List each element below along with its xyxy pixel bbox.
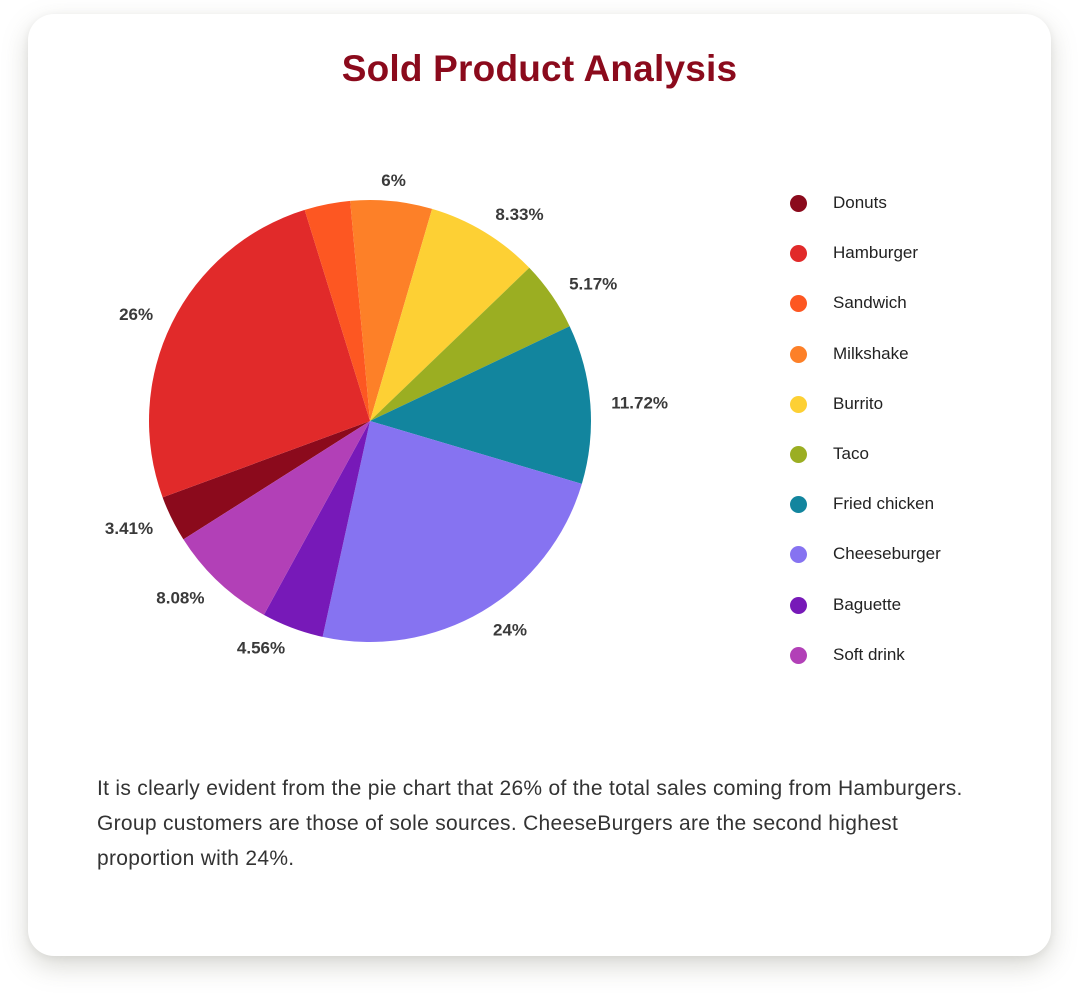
chart-legend: Donuts Hamburger Sandwich Milkshake Burrito T… xyxy=(790,192,941,694)
pie-slice-burrito[interactable] xyxy=(370,208,530,421)
legend-item-cheeseburger[interactable]: Cheeseburger xyxy=(790,543,941,593)
pie-slice-donuts[interactable] xyxy=(162,421,370,540)
pie-slice-fried-chicken[interactable] xyxy=(370,326,592,484)
legend-label: Cheeseburger xyxy=(833,544,941,564)
legend-item-hamburger[interactable]: Hamburger xyxy=(790,242,941,292)
pie-slice-baguette[interactable] xyxy=(263,421,370,637)
slice-label-soft-drink: 8.08% xyxy=(156,589,204,608)
legend-swatch xyxy=(790,496,807,514)
pie-chart: 3.41% 26% 6% 8.33% 5.17% 11.72% 24% 4.56% 8.08% xyxy=(105,171,668,657)
legend-item-taco[interactable]: Taco xyxy=(790,443,941,493)
legend-swatch xyxy=(790,646,807,664)
pie-labels: 3.41% 26% 6% 8.33% 5.17% 11.72% 24% 4.56% 8.08% xyxy=(105,171,668,657)
legend-label: Soft drink xyxy=(833,644,905,664)
chart-title: Sold Product Analysis xyxy=(341,48,738,89)
legend-item-milkshake[interactable]: Milkshake xyxy=(790,343,941,393)
pie-slice-hamburger[interactable] xyxy=(149,209,370,498)
slice-label-donuts: 3.41% xyxy=(105,519,153,538)
chart-caption: It is clearly evident from the pie chart… xyxy=(97,777,963,870)
legend-label: Hamburger xyxy=(833,243,919,263)
slice-label-milkshake: 6% xyxy=(381,171,406,190)
pie-slice-sandwich[interactable] xyxy=(304,200,370,421)
legend-swatch xyxy=(790,345,807,363)
legend-item-donuts[interactable]: Donuts xyxy=(790,192,941,242)
legend-label: Sandwich xyxy=(833,293,907,313)
legend-label: Taco xyxy=(833,443,869,463)
pie-slice-soft-drink[interactable] xyxy=(183,421,370,615)
legend-item-sandwich[interactable]: Sandwich xyxy=(790,292,941,342)
legend-label: Fried chicken xyxy=(833,494,935,514)
chart-card: Sold Product Analysis 3.41% 26% 6% 8.33% 5.1… xyxy=(28,14,1051,956)
slice-label-fried-chicken: 11.72% xyxy=(611,393,668,412)
legend-swatch xyxy=(790,596,807,614)
slice-label-cheeseburger: 24% xyxy=(493,620,527,639)
slice-label-burrito: 8.33% xyxy=(495,205,543,224)
pie-slice-cheeseburger[interactable] xyxy=(322,421,582,643)
slice-label-taco: 5.17% xyxy=(569,275,617,294)
legend-item-baguette[interactable]: Baguette xyxy=(790,594,941,644)
pie-slices xyxy=(149,199,592,643)
legend-item-soft-drink[interactable]: Soft drink xyxy=(790,644,941,694)
legend-swatch xyxy=(790,195,807,212)
pie-slice-taco[interactable] xyxy=(370,267,570,421)
slice-label-baguette: 4.56% xyxy=(237,639,285,658)
legend-item-fried-chicken[interactable]: Fried chicken xyxy=(790,493,941,543)
legend-swatch xyxy=(790,546,807,564)
legend-item-burrito[interactable]: Burrito xyxy=(790,393,941,443)
pie-slice-milkshake[interactable] xyxy=(350,199,433,421)
legend-swatch xyxy=(790,395,807,413)
legend-label: Burrito xyxy=(833,393,884,413)
legend-label: Milkshake xyxy=(833,343,909,363)
legend-swatch xyxy=(790,445,807,463)
slice-label-hamburger: 26% xyxy=(119,305,153,324)
legend-label: Baguette xyxy=(833,594,902,614)
legend-swatch xyxy=(790,295,807,313)
legend-label: Donuts xyxy=(833,193,887,212)
legend-swatch xyxy=(790,245,807,263)
